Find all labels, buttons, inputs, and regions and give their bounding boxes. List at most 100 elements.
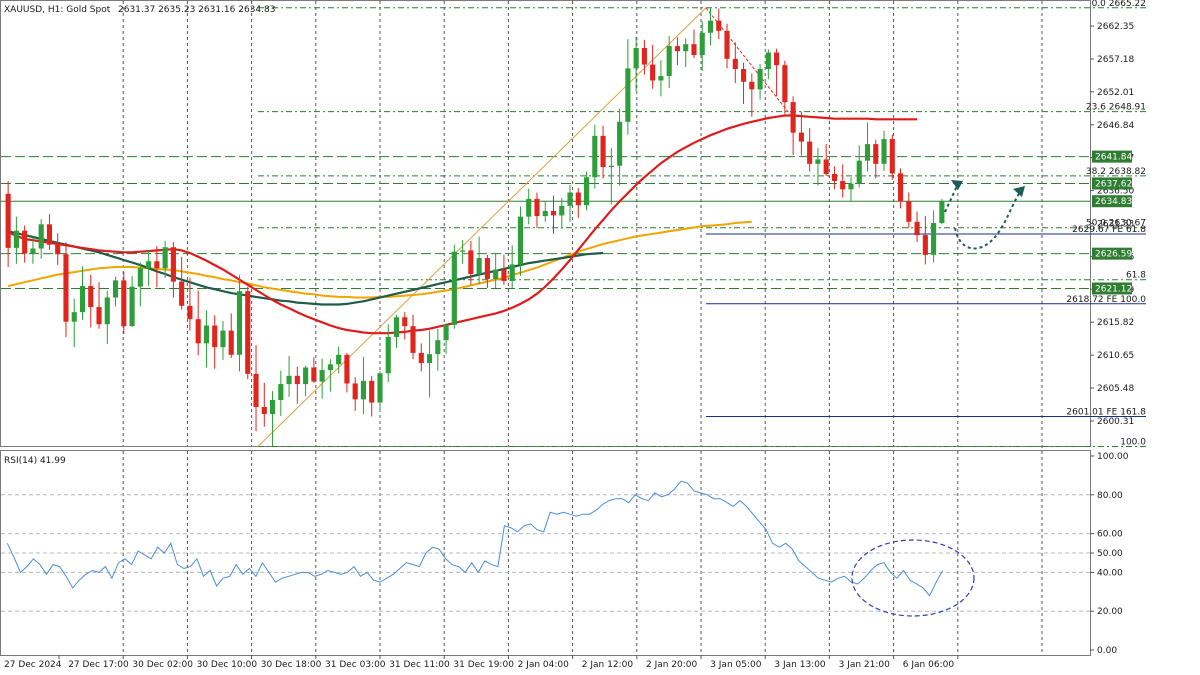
price-level-badge — [1092, 195, 1132, 208]
fe-label: 2618.72 FE 100.0 — [1066, 295, 1146, 305]
candle-body — [146, 261, 152, 269]
candle-body — [617, 121, 623, 166]
candle-body — [393, 317, 400, 337]
rsi-line — [6, 480, 944, 597]
time-tick-label: 27 Dec 17:00 — [68, 660, 129, 670]
candle-body — [187, 305, 193, 320]
price-level-value: 2637.62 — [1095, 179, 1132, 189]
candle-body — [707, 20, 714, 33]
time-tick-label: 30 Dec 10:00 — [197, 660, 258, 670]
price-level-badge — [1092, 282, 1132, 295]
time-tick-label: 3 Jan 21:00 — [839, 660, 891, 670]
rsi-tick-label: 20.00 — [1097, 607, 1123, 617]
candle-body — [897, 173, 904, 202]
candle-body — [815, 159, 821, 164]
time-tick-label: 3 Jan 05:00 — [710, 660, 762, 670]
candle-body — [426, 354, 433, 364]
candle-body — [848, 183, 854, 190]
candle-body — [327, 364, 333, 371]
candle-body — [311, 367, 317, 382]
time-tick-label: 27 Dec 2024 — [4, 660, 62, 670]
candle-body — [261, 406, 267, 414]
candle-body — [71, 312, 77, 322]
candle-body — [79, 286, 86, 313]
price-level-value: 2621.12 — [1095, 284, 1132, 294]
price-level-badge — [1092, 177, 1132, 190]
candle-body — [939, 201, 945, 224]
candlesticks — [5, 7, 945, 447]
candle-body — [245, 291, 251, 374]
candle-body — [931, 223, 937, 255]
candle-body — [600, 135, 606, 168]
candle-body — [418, 352, 424, 364]
candle-body — [583, 177, 590, 206]
price-tick-label: 2631.33 — [1097, 219, 1134, 229]
price-tick-label: 2610.65 — [1097, 351, 1134, 361]
candle-body — [650, 64, 656, 81]
fibonacci-levels: 0.0 2665.22 23.6 2648.91 38.2 2638.82 50.0 … — [258, 0, 1146, 447]
rsi-tick-label: 80.00 — [1097, 491, 1123, 501]
candle-body — [699, 32, 705, 56]
candle-body — [162, 247, 168, 269]
fib-label: 50.0 2630.67 — [1086, 219, 1146, 229]
candle-body — [889, 139, 895, 174]
candle-body — [55, 244, 61, 255]
arrowhead-icon — [951, 180, 963, 190]
candle-body — [691, 44, 697, 56]
candle-body — [716, 20, 722, 31]
candle-body — [104, 297, 110, 325]
candle-body — [443, 324, 449, 341]
candle-body — [236, 291, 243, 355]
candle-body — [914, 221, 920, 236]
price-level-value: 2626.59 — [1095, 250, 1132, 260]
rsi-label: RSI(14) 41.99 — [4, 456, 66, 466]
price-level-value: 2634.83 — [1095, 197, 1132, 207]
fe-label: 2629.67 FE 61.8 — [1072, 225, 1146, 235]
candle-body — [658, 76, 664, 81]
candle-body — [881, 139, 887, 164]
candle-body — [269, 399, 276, 414]
candle-body — [906, 201, 912, 222]
price-tick-label: 2652.01 — [1097, 88, 1134, 98]
candle-body — [798, 132, 804, 142]
rsi-tick-label: 0.00 — [1097, 646, 1117, 656]
time-tick-label: 2 Jan 20:00 — [646, 660, 698, 670]
candle-body — [683, 44, 689, 52]
fib-label: 38.2 2638.82 — [1086, 167, 1146, 177]
candle-body — [435, 340, 441, 355]
annotations — [944, 180, 1025, 250]
time-tick-label: 31 Dec 11:00 — [389, 660, 450, 670]
candle-body — [88, 286, 94, 308]
candle-body — [666, 46, 672, 77]
candle-body — [765, 52, 771, 70]
highlight-ellipse — [851, 539, 975, 617]
candle-body — [5, 193, 11, 248]
candle-body — [567, 192, 573, 206]
candle-body — [220, 330, 226, 348]
time-tick-label: 30 Dec 18:00 — [261, 660, 322, 670]
candle-body — [451, 251, 457, 325]
price-pane-frame — [0, 0, 1091, 447]
rsi-tick-label: 100.00 — [1097, 452, 1129, 462]
ma-red-line — [7, 114, 918, 335]
candle-body — [129, 286, 135, 327]
candle-body — [195, 319, 201, 344]
candle-body — [476, 258, 482, 274]
fib-anchor-line — [257, 7, 707, 447]
fib-label: 23.6 2648.91 — [1086, 103, 1146, 113]
candle-body — [460, 250, 466, 252]
candle-body — [550, 210, 557, 216]
candle-body — [121, 280, 127, 327]
price-tick-label: 2615.82 — [1097, 318, 1134, 328]
arrowhead-icon — [1013, 186, 1025, 197]
time-tick-label: 2 Jan 04:00 — [518, 660, 570, 670]
candle-body — [468, 250, 474, 274]
candle-body — [278, 384, 284, 400]
candle-body — [377, 373, 383, 403]
candle-body — [922, 235, 928, 255]
candle-body — [534, 198, 540, 217]
candle-body — [228, 330, 234, 355]
time-tick-label: 31 Dec 03:00 — [325, 660, 386, 670]
time-tick-label: 31 Dec 19:00 — [453, 660, 514, 670]
